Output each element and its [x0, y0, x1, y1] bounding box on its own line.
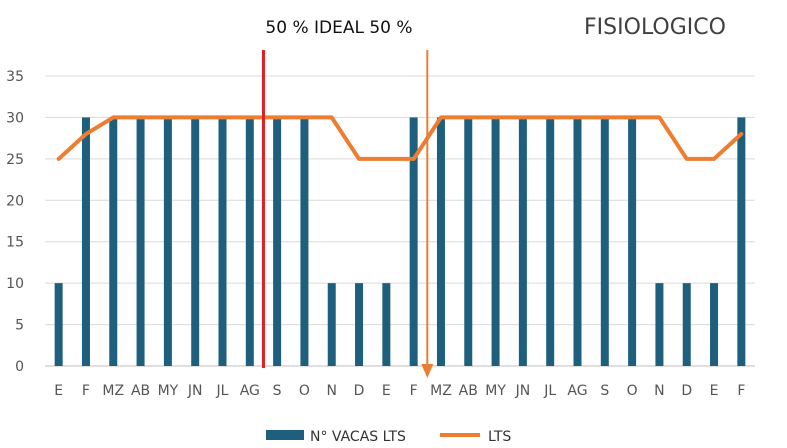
x-tick-label: AB	[131, 383, 150, 399]
bar	[682, 283, 691, 366]
gridlines	[45, 75, 755, 367]
bar	[464, 117, 473, 366]
bar	[245, 117, 254, 366]
x-tick-label: E	[382, 383, 391, 399]
bar	[546, 117, 555, 366]
bar	[436, 117, 445, 366]
bar	[355, 283, 364, 366]
x-tick-label: MY	[485, 383, 506, 399]
bar	[491, 117, 500, 366]
y-tick-label: 30	[6, 110, 24, 126]
x-tick-label: E	[54, 383, 63, 399]
x-tick-label: S	[600, 383, 609, 399]
x-tick-label: MZ	[430, 383, 452, 399]
bar	[136, 117, 145, 366]
bar	[710, 283, 719, 366]
x-tick-label: O	[627, 383, 638, 399]
x-tick-label: AG	[567, 383, 587, 399]
y-tick-label: 35	[6, 69, 24, 85]
bar	[409, 117, 418, 366]
bar	[737, 117, 746, 366]
bar	[382, 283, 391, 366]
line-series	[56, 115, 744, 161]
x-tick-label: MY	[158, 383, 179, 399]
legend-label-bars: N° VACAS LTS	[310, 429, 406, 445]
x-tick-label: JN	[515, 383, 531, 399]
bar	[300, 117, 309, 366]
bar	[191, 117, 200, 366]
x-tick-label: MZ	[102, 383, 124, 399]
bar	[163, 117, 172, 366]
x-tick-label: E	[710, 383, 719, 399]
legend-label-line: LTS	[488, 429, 511, 445]
x-tick-label: F	[410, 383, 418, 399]
bar	[628, 117, 637, 366]
x-tick-label: N	[326, 383, 336, 399]
bar	[655, 283, 664, 366]
lts-line	[56, 115, 744, 161]
x-tick-label: D	[681, 383, 692, 399]
x-tick-label: F	[82, 383, 90, 399]
x-tick-label: JL	[543, 383, 556, 399]
bar	[273, 117, 282, 366]
bar	[54, 283, 63, 366]
y-tick-label: 15	[6, 235, 24, 251]
bar	[109, 117, 118, 366]
bar	[327, 283, 336, 366]
y-axis: 0 5 10 15 20 25 30 35	[6, 69, 24, 375]
x-tick-label: AG	[240, 383, 260, 399]
y-tick-label: 25	[6, 152, 24, 168]
bar	[600, 117, 609, 366]
x-tick-label: D	[354, 383, 365, 399]
x-tick-label: F	[737, 383, 745, 399]
bar	[518, 117, 527, 366]
x-tick-label: JN	[187, 383, 203, 399]
y-tick-label: 0	[15, 359, 24, 375]
x-tick-label: JL	[216, 383, 229, 399]
bar	[218, 117, 227, 366]
current-marker-arrowhead	[421, 364, 434, 378]
x-tick-label: AB	[459, 383, 478, 399]
legend: N° VACAS LTS LTS	[266, 429, 511, 445]
legend-swatch-bars	[266, 430, 304, 440]
x-tick-label: O	[299, 383, 310, 399]
bar	[573, 117, 582, 366]
bar	[81, 117, 90, 366]
ideal-annotation: 50 % IDEAL 50 %	[265, 18, 412, 38]
chart-title: FISIOLOGICO	[584, 15, 726, 40]
y-tick-label: 10	[6, 276, 24, 292]
y-tick-label: 5	[15, 318, 24, 334]
x-tick-label: S	[273, 383, 282, 399]
x-tick-label: N	[654, 383, 664, 399]
markers	[261, 50, 434, 378]
y-tick-label: 20	[6, 193, 24, 209]
x-axis: E F MZ AB MY JN JL AG S O N D E F MZ AB MY JN JL AG S O N D E F	[54, 383, 745, 399]
bar-series	[54, 117, 746, 366]
